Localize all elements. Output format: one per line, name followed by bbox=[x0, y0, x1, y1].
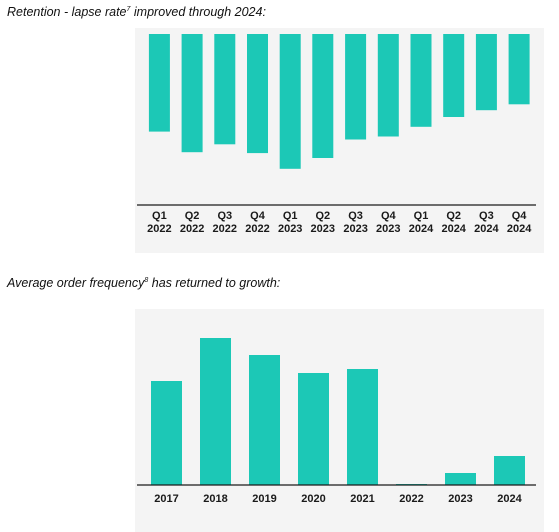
x-tick-label-quarter: Q3 bbox=[479, 210, 494, 222]
order-frequency-chart-panel: 2017 2018 2019 2020 2021 2022 2023 2024 bbox=[135, 309, 544, 532]
x-tick-label-year: 2024 bbox=[497, 493, 522, 505]
lapse-bar-q2-2024 bbox=[443, 34, 465, 117]
lapse-bar-q4-2022 bbox=[247, 34, 268, 154]
x-tick-label-year: 2023 bbox=[376, 223, 400, 235]
x-tick-label-quarter: Q2 bbox=[185, 210, 200, 222]
x-tick-label-year: 2022 bbox=[213, 223, 237, 235]
x-tick-label-year: 2022 bbox=[399, 493, 423, 505]
x-tick-label-quarter: Q3 bbox=[217, 210, 232, 222]
order-frequency-bar-2018 bbox=[200, 338, 231, 485]
order-frequency-bar-2021 bbox=[347, 369, 378, 485]
x-tick-label-year: 2022 bbox=[245, 223, 269, 235]
x-tick-label-year: 2023 bbox=[311, 223, 335, 235]
lapse-bar-q1-2022 bbox=[148, 34, 170, 132]
x-tick-label-year: 2024 bbox=[474, 223, 499, 235]
lapse-bar-q2-2023 bbox=[312, 34, 334, 158]
chart-2-title: Average order frequency8 has returned to… bbox=[7, 276, 281, 290]
x-tick-label-quarter: Q4 bbox=[381, 210, 397, 222]
order-frequency-bar-2023 bbox=[445, 473, 476, 485]
x-tick-label-quarter: Q1 bbox=[283, 210, 298, 222]
x-tick-label-year: 2022 bbox=[180, 223, 204, 235]
x-tick-label-year: 2024 bbox=[441, 223, 466, 235]
x-tick-label-quarter: Q1 bbox=[152, 210, 167, 222]
lapse-bar-q4-2024 bbox=[508, 34, 530, 105]
x-tick-label-year: 2023 bbox=[343, 223, 367, 235]
chart-1-title: Retention - lapse rate7 improved through… bbox=[7, 5, 266, 19]
lapse-bar-q2-2022 bbox=[181, 34, 203, 153]
x-tick-label-year: 2022 bbox=[147, 223, 171, 235]
x-tick-label-quarter: Q4 bbox=[512, 210, 528, 222]
lapse-rate-chart-panel: Q1 2022 Q2 2022 Q3 2022 Q4 2022 Q1 2023 Q2 2023 Q3 20… bbox=[135, 28, 544, 253]
x-tick-label-year: 2021 bbox=[350, 493, 374, 505]
lapse-bar-q1-2023 bbox=[279, 34, 301, 169]
x-tick-label-quarter: Q3 bbox=[348, 210, 363, 222]
x-tick-label-year: 2020 bbox=[301, 493, 325, 505]
x-tick-label-quarter: Q2 bbox=[315, 210, 330, 222]
x-tick-label-year: 2018 bbox=[203, 493, 227, 505]
order-frequency-bar-2024 bbox=[494, 456, 525, 485]
x-tick-label-year: 2017 bbox=[154, 493, 178, 505]
lapse-bar-q4-2023 bbox=[377, 34, 399, 137]
order-frequency-chart: 2017 2018 2019 2020 2021 2022 2023 2024 bbox=[137, 338, 536, 505]
x-tick-label-quarter: Q4 bbox=[250, 210, 266, 222]
order-frequency-bar-2019 bbox=[249, 355, 280, 485]
x-tick-label-year: 2019 bbox=[252, 493, 276, 505]
order-frequency-bar-2017 bbox=[151, 381, 182, 485]
x-tick-label-quarter: Q1 bbox=[414, 210, 429, 222]
x-tick-label-year: 2023 bbox=[278, 223, 302, 235]
lapse-bar-q3-2022 bbox=[214, 34, 236, 145]
lapse-bar-q1-2024 bbox=[410, 34, 432, 127]
x-tick-label-year: 2023 bbox=[448, 493, 472, 505]
lapse-bar-q3-2023 bbox=[345, 34, 367, 140]
x-tick-label-year: 2024 bbox=[409, 223, 434, 235]
x-tick-label-year: 2024 bbox=[507, 223, 532, 235]
lapse-bar-q3-2024 bbox=[475, 34, 497, 111]
lapse-rate-chart: Q12022Q22022Q32022Q42022Q12023Q22023Q320… bbox=[137, 34, 536, 235]
x-tick-label-quarter: Q2 bbox=[446, 210, 461, 222]
order-frequency-bar-2020 bbox=[298, 373, 329, 485]
